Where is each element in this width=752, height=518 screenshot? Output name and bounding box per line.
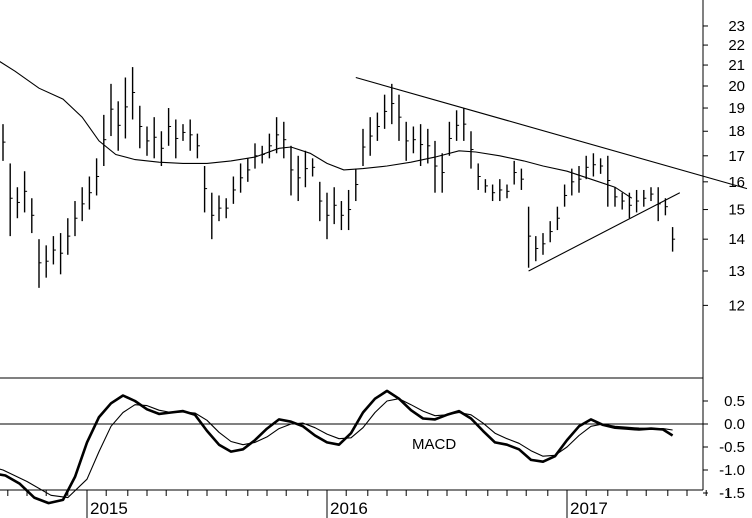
price-tick-label: 22: [728, 37, 745, 54]
year-label: 2015: [90, 499, 128, 518]
price-tick-label: 14: [728, 231, 745, 248]
macd-line: [0, 389, 674, 505]
moving-average-line: [0, 61, 633, 199]
price-tick-label: 12: [728, 297, 745, 314]
price-tick-label: 20: [728, 78, 745, 95]
price-tick-label: 21: [728, 57, 745, 74]
macd-tick-label: 0.0: [724, 416, 745, 433]
price-tick-label: 16: [728, 174, 745, 191]
price-tick-label: 17: [728, 148, 745, 165]
macd-tick-label: -1.0: [719, 462, 745, 479]
trendline: [355, 76, 748, 190]
price-panel: [0, 61, 748, 379]
price-tick-label: 18: [728, 123, 745, 140]
macd-tick-label: 0.5: [724, 393, 745, 410]
price-tick-label: 13: [728, 263, 745, 280]
trendline: [528, 192, 681, 272]
price-tick-label: 19: [728, 100, 745, 117]
macd-tick-label: -0.5: [719, 439, 745, 456]
macd-annotation: MACD: [412, 436, 456, 453]
signal-line: [0, 398, 673, 499]
macd-tick-label: -1.5: [719, 485, 745, 502]
x-axis: 2015 2016 2017: [7, 490, 729, 518]
year-label: 2016: [330, 499, 368, 518]
macd-panel: MACD: [0, 389, 703, 505]
price-tick-label: 23: [728, 18, 745, 35]
price-tick-label: 15: [728, 202, 745, 219]
year-label: 2017: [570, 499, 608, 518]
y-axis: 12 13 14 15 16 17 18 19 20 21 22 23 0.5 0.0 -0.5 -1.0 -1…: [702, 0, 745, 502]
